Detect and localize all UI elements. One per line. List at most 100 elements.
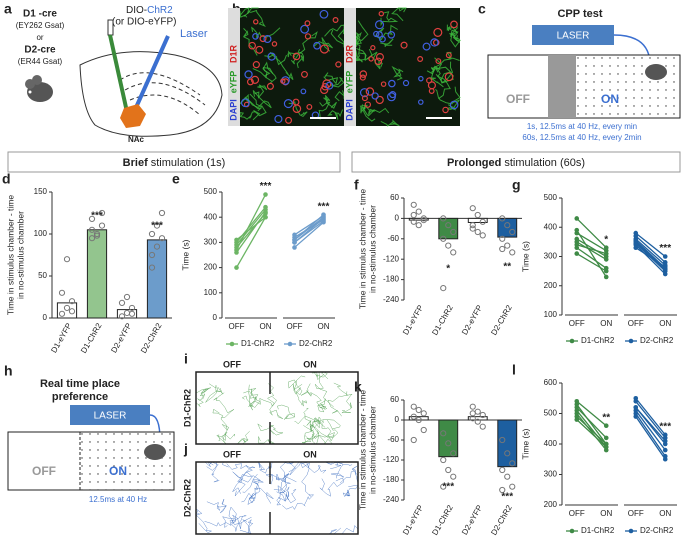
panel-a: a D1 -cre (EY262 Gsat) or D2-cre (ER44 G… (4, 1, 223, 144)
cell (255, 45, 264, 54)
cell (375, 95, 384, 105)
label: D2-cre (24, 45, 56, 56)
cell (418, 99, 424, 105)
bar (497, 419, 518, 468)
data-point (603, 257, 609, 262)
cell (365, 87, 375, 96)
panel-letter: i (184, 351, 188, 367)
nac (120, 104, 146, 128)
data-point (420, 410, 427, 417)
data-point (469, 225, 476, 232)
y-tick-label: 400 (544, 222, 558, 231)
data-point (58, 289, 66, 296)
y-tick-label: 0 (213, 313, 218, 322)
cell (371, 92, 379, 100)
y-axis-label: Time (s) (520, 241, 530, 272)
trace (257, 423, 284, 436)
data-point (603, 435, 609, 441)
cell (259, 35, 267, 43)
subject-line (576, 406, 607, 439)
data-point (445, 440, 452, 447)
data-point (474, 408, 481, 415)
panel-letter: h (4, 363, 13, 379)
data-point (662, 264, 668, 270)
significance: *** (501, 491, 513, 502)
x-tick-label: D2-ChR2 (139, 321, 164, 355)
group-label: D2-ChR2 (182, 479, 192, 517)
subject-line (576, 218, 607, 249)
legend-label: D1-ChR2 (581, 526, 615, 535)
data-point (574, 245, 580, 251)
subject-line (635, 400, 666, 439)
trace (237, 431, 250, 445)
trace (361, 106, 390, 117)
cell (450, 20, 458, 29)
data-point (450, 228, 457, 236)
significance: *** (91, 210, 103, 221)
trace (243, 390, 278, 411)
data-point (68, 308, 76, 315)
trace (289, 461, 312, 497)
y-axis-label: in no-stimulus chamber (367, 205, 377, 293)
cell (246, 78, 254, 86)
trace (212, 408, 236, 440)
section-bold: Prolonged (447, 157, 501, 169)
data-point (499, 436, 506, 444)
trace (195, 508, 213, 533)
data-point (474, 211, 481, 219)
cell (320, 85, 329, 95)
chamber-middle (548, 55, 576, 118)
legend-marker (287, 341, 293, 347)
subject-line (635, 410, 666, 451)
panel-letter: g (512, 177, 521, 193)
trace (206, 461, 220, 483)
label: OFF (506, 92, 530, 106)
cell (376, 31, 383, 38)
bar (467, 416, 488, 421)
x-tick-label: OFF (569, 509, 585, 518)
subject-line (576, 403, 607, 445)
trace (310, 417, 335, 442)
trace (450, 29, 461, 48)
data-point (662, 254, 668, 259)
channel-label: DAPI (344, 99, 354, 121)
y-tick-label: 300 (544, 470, 558, 479)
data-point (128, 310, 136, 317)
data-point (88, 235, 96, 242)
data-point (148, 251, 156, 259)
subject-line (294, 220, 324, 243)
bar (438, 419, 459, 458)
panel-letter: d (2, 171, 11, 187)
data-point (292, 245, 297, 250)
legend-label: D2-ChR2 (640, 526, 674, 535)
x-tick-label: ON (659, 509, 671, 518)
y-axis-label: Time in stimulus chamber - time (357, 390, 367, 510)
subject-line (235, 209, 267, 246)
x-tick-label: D1-ChR2 (430, 303, 455, 337)
y-axis-label: in no-stimulus chamber (367, 406, 377, 494)
trace (226, 463, 255, 473)
cell (292, 52, 301, 61)
label: NAc (128, 135, 145, 144)
channel-label: eYFP (228, 71, 238, 94)
y-tick-label: 400 (204, 212, 218, 221)
trace (342, 484, 359, 498)
data-point (574, 417, 580, 422)
cell (379, 35, 386, 43)
cell (240, 98, 250, 108)
cell (263, 34, 272, 44)
data-point (118, 299, 126, 306)
subject-line (576, 413, 607, 451)
trace (294, 415, 321, 429)
bar (438, 217, 459, 240)
pathway (119, 72, 206, 116)
title: Real time place (40, 378, 120, 390)
panel-letter: e (172, 171, 180, 187)
x-tick-label: D1-eYFP (49, 322, 73, 355)
protocol: 60s, 12.5ms at 40 Hz, every 2min (522, 133, 641, 142)
trace (234, 474, 261, 497)
label: LASER (557, 31, 590, 42)
trace (243, 9, 266, 27)
cell (442, 106, 449, 114)
trace (258, 436, 276, 445)
